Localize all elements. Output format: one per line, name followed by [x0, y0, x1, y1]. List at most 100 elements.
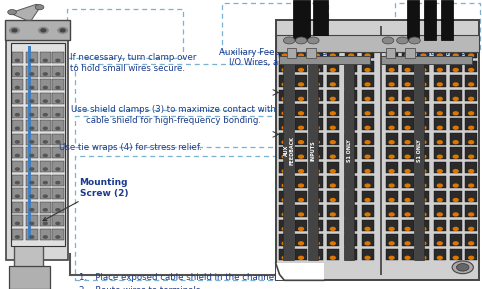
Bar	[402, 133, 414, 144]
Bar	[386, 133, 398, 144]
Circle shape	[30, 86, 34, 89]
Circle shape	[405, 155, 410, 158]
Bar	[345, 133, 357, 144]
Circle shape	[56, 73, 60, 75]
Circle shape	[15, 141, 19, 143]
Circle shape	[331, 242, 335, 245]
Circle shape	[56, 154, 60, 157]
Bar	[327, 75, 339, 87]
Circle shape	[348, 256, 353, 259]
Circle shape	[365, 227, 370, 230]
Text: S1 ONLY: S1 ONLY	[417, 139, 422, 162]
Bar	[52, 229, 64, 240]
Bar	[450, 205, 462, 217]
Bar	[402, 118, 414, 130]
Bar	[6, 35, 68, 260]
Bar	[14, 243, 43, 289]
Circle shape	[282, 126, 287, 129]
Circle shape	[469, 97, 473, 100]
Circle shape	[348, 68, 353, 71]
Bar	[362, 234, 374, 246]
Bar	[345, 147, 357, 159]
Bar	[26, 66, 38, 77]
Circle shape	[43, 86, 47, 89]
Bar	[40, 120, 51, 131]
Bar	[313, 0, 328, 35]
Bar	[386, 104, 398, 116]
Bar	[450, 75, 462, 87]
Circle shape	[438, 68, 442, 71]
Bar	[407, 0, 419, 40]
Circle shape	[282, 155, 287, 158]
Circle shape	[30, 73, 34, 75]
Bar	[311, 75, 323, 87]
Circle shape	[453, 126, 458, 129]
Bar	[40, 93, 51, 104]
Bar	[434, 147, 446, 159]
Bar	[434, 61, 446, 72]
Bar	[40, 52, 51, 63]
Bar	[327, 249, 339, 260]
Circle shape	[30, 114, 34, 116]
Bar	[311, 234, 323, 246]
Circle shape	[331, 256, 335, 259]
Bar	[12, 175, 23, 186]
Bar	[295, 46, 307, 58]
Circle shape	[421, 54, 426, 57]
Bar	[12, 120, 23, 131]
Circle shape	[365, 112, 370, 115]
Bar	[12, 107, 23, 118]
Bar	[345, 61, 357, 72]
Circle shape	[298, 126, 304, 129]
Text: S1 ONLY: S1 ONLY	[347, 139, 352, 162]
Circle shape	[421, 242, 426, 245]
Bar	[12, 79, 23, 90]
Circle shape	[456, 264, 469, 271]
Bar	[40, 202, 51, 213]
Bar	[283, 64, 294, 260]
Circle shape	[453, 112, 458, 115]
Circle shape	[43, 114, 47, 116]
Bar	[417, 176, 429, 188]
Circle shape	[314, 141, 319, 144]
Bar	[417, 205, 429, 217]
Bar	[417, 133, 429, 144]
Bar	[450, 249, 462, 260]
Circle shape	[365, 199, 370, 201]
Bar	[279, 191, 291, 202]
Circle shape	[282, 141, 287, 144]
Bar	[52, 147, 64, 158]
Bar	[327, 191, 339, 202]
Circle shape	[389, 68, 394, 71]
Bar	[52, 66, 64, 77]
Circle shape	[453, 256, 458, 259]
Circle shape	[453, 170, 458, 173]
Circle shape	[405, 184, 410, 187]
Circle shape	[331, 227, 335, 230]
Bar	[327, 147, 339, 159]
Circle shape	[56, 195, 60, 197]
Bar	[434, 118, 446, 130]
Circle shape	[365, 54, 370, 57]
Circle shape	[348, 213, 353, 216]
Circle shape	[453, 68, 458, 71]
Circle shape	[43, 141, 47, 143]
Bar	[362, 75, 374, 87]
Circle shape	[389, 227, 394, 230]
Bar	[417, 234, 429, 246]
Bar	[295, 176, 307, 188]
Circle shape	[56, 127, 60, 129]
Circle shape	[438, 97, 442, 100]
Bar	[327, 176, 339, 188]
Circle shape	[469, 256, 473, 259]
Bar	[295, 90, 307, 101]
Bar	[12, 188, 23, 199]
Circle shape	[389, 83, 394, 86]
Bar	[12, 161, 23, 172]
Bar	[26, 79, 38, 90]
Circle shape	[298, 54, 304, 57]
Bar	[434, 249, 446, 260]
Bar	[26, 161, 38, 172]
Bar	[450, 118, 462, 130]
Circle shape	[314, 184, 319, 187]
